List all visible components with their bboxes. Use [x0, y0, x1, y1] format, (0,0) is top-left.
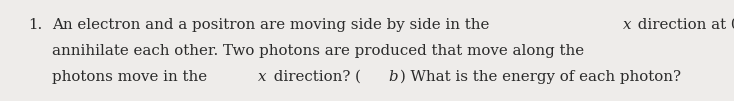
Text: photons move in the: photons move in the — [52, 70, 212, 84]
Text: b: b — [388, 70, 398, 84]
Text: x: x — [258, 70, 266, 84]
Text: direction? (: direction? ( — [269, 70, 361, 84]
Text: annihilate each other. Two photons are produced that move along the: annihilate each other. Two photons are p… — [52, 44, 589, 58]
Text: An electron and a positron are moving side by side in the: An electron and a positron are moving si… — [52, 18, 494, 32]
Text: direction at 0.500: direction at 0.500 — [633, 18, 734, 32]
Text: ) What is the energy of each photon?: ) What is the energy of each photon? — [400, 70, 681, 84]
Text: 1.: 1. — [28, 18, 43, 32]
Text: x: x — [622, 18, 631, 32]
